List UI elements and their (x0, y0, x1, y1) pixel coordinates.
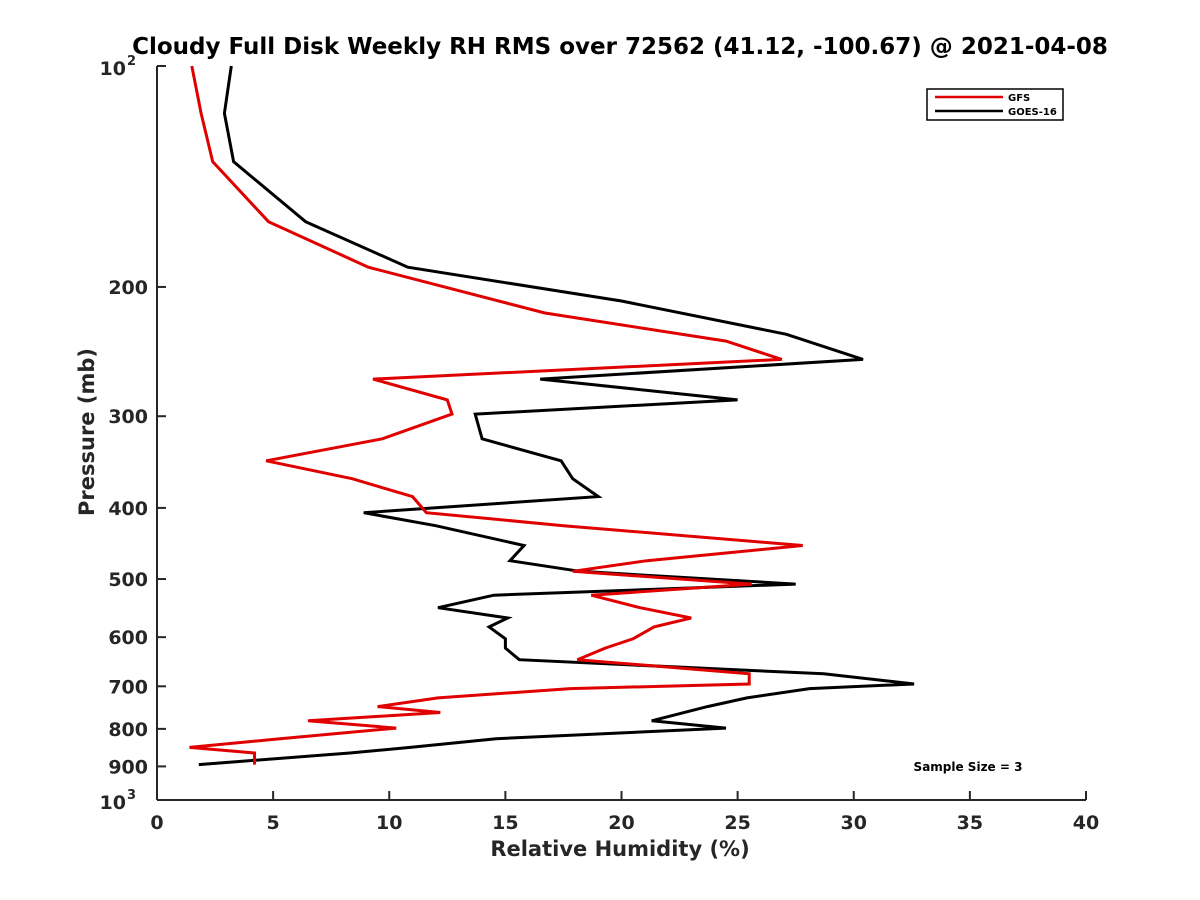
sample-size-annotation: Sample Size = 3 (914, 760, 1023, 774)
y-tick-label: 300 (108, 406, 148, 428)
y-tick-exponent: 2 (127, 54, 136, 69)
x-tick-label: 5 (267, 812, 280, 834)
x-tick-label: 40 (1073, 812, 1099, 834)
x-axis-ticks: 0 5 10 15 20 25 30 35 40 (150, 791, 1099, 834)
x-tick-label: 20 (608, 812, 634, 834)
x-tick-label: 25 (724, 812, 750, 834)
y-tick-label: 200 (108, 277, 148, 299)
x-tick-label: 10 (376, 812, 402, 834)
y-tick-exponent: 3 (127, 788, 136, 803)
legend-label: GFS (1008, 93, 1030, 104)
x-tick-label: 35 (957, 812, 983, 834)
y-tick-label: 700 (108, 676, 148, 698)
chart-title: Cloudy Full Disk Weekly RH RMS over 7256… (132, 34, 1108, 60)
x-tick-label: 15 (492, 812, 518, 834)
y-tick-label: 800 (108, 719, 148, 741)
legend-box (926, 88, 1064, 121)
y-tick-label: 500 (108, 569, 148, 591)
y-tick-label: 400 (108, 498, 148, 520)
legend-label: GOES-16 (1008, 107, 1057, 118)
y-tick-label: 10 (100, 792, 126, 814)
x-tick-label: 30 (841, 812, 867, 834)
plot-area: 0 5 10 15 20 25 30 35 40 10 220030040050060070080… (100, 54, 1100, 834)
y-tick-label: 900 (108, 756, 148, 778)
series-lines (189, 65, 915, 767)
y-tick-label: 10 (100, 58, 126, 80)
x-axis-label: Relative Humidity (%) (490, 837, 749, 861)
legend: GFS GOES-16 (926, 88, 1064, 121)
y-axis-label: Pressure (mb) (75, 348, 99, 516)
series-line-gfs (189, 65, 803, 765)
x-tick-label: 0 (150, 812, 163, 834)
y-tick-label: 600 (108, 627, 148, 649)
